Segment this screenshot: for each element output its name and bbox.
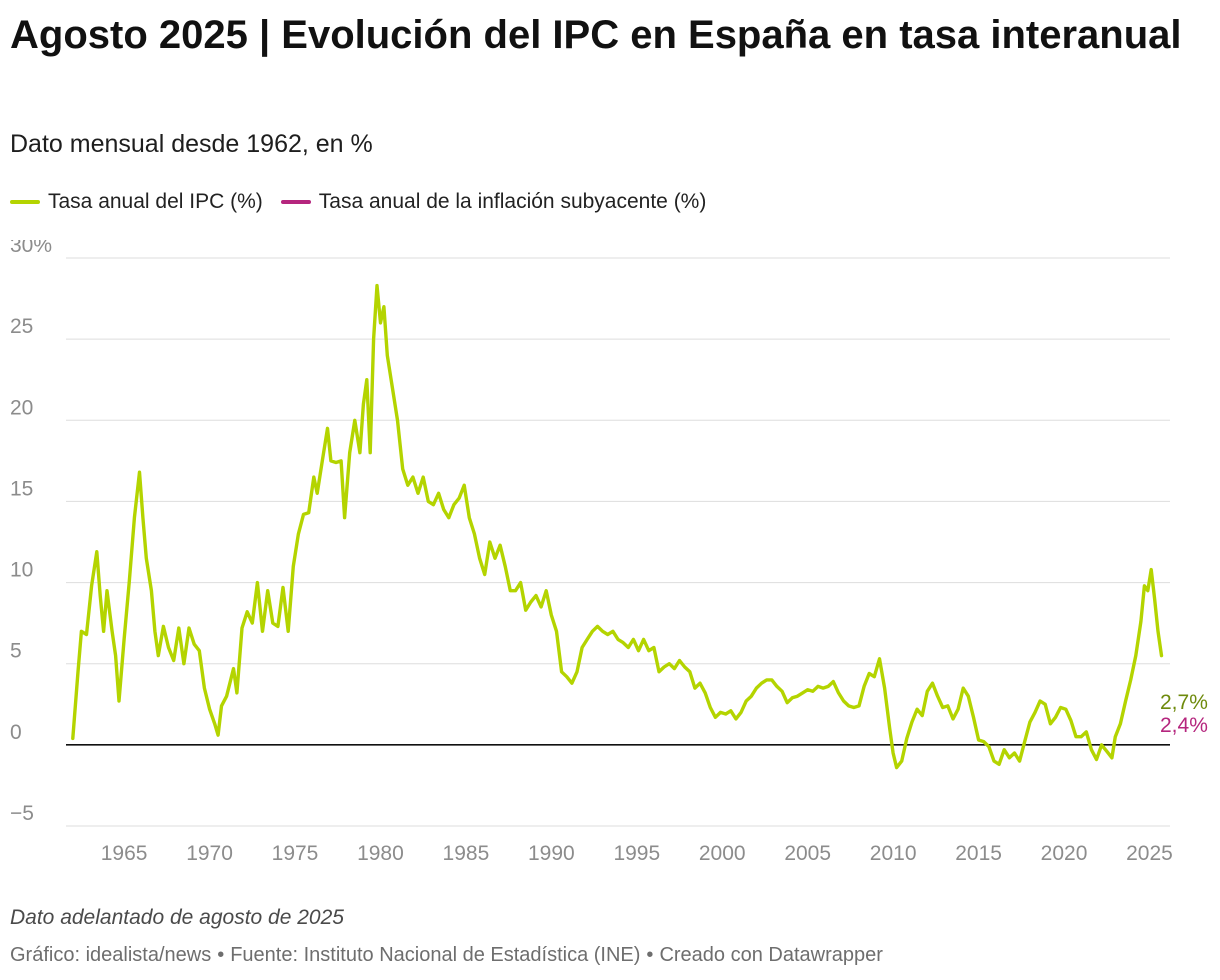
y-tick-label: 30% xyxy=(10,240,52,257)
y-tick-label: 0 xyxy=(10,721,22,744)
y-tick-label: 25 xyxy=(10,315,33,338)
y-tick-label: 15 xyxy=(10,477,33,500)
credit-tool: Creado con Datawrapper xyxy=(659,944,883,966)
x-tick-label: 2015 xyxy=(955,842,1002,865)
legend-swatch-ipc xyxy=(10,200,40,204)
credit-separator: • xyxy=(646,944,654,966)
credits: Gráfico: idealista/news • Fuente: Institut… xyxy=(10,944,883,967)
legend-item-ipc: Tasa anual del IPC (%) xyxy=(10,190,263,214)
credit-source: Fuente: Instituto Nacional de Estadístic… xyxy=(230,944,641,966)
x-tick-label: 1980 xyxy=(357,842,404,865)
y-tick-label: 10 xyxy=(10,559,33,582)
x-tick-label: 1975 xyxy=(272,842,319,865)
x-tick-label: 1965 xyxy=(101,842,148,865)
credit-separator: • xyxy=(217,944,225,966)
x-tick-label: 2020 xyxy=(1041,842,1088,865)
legend-swatch-core xyxy=(280,200,311,204)
y-tick-label: −5 xyxy=(10,802,34,825)
x-tick-label: 2000 xyxy=(699,842,746,865)
y-tick-label: 5 xyxy=(10,640,22,663)
x-tick-label: 1995 xyxy=(613,842,660,865)
y-tick-label: 20 xyxy=(10,396,33,419)
credit-chart: Gráfico: idealista/news xyxy=(10,944,212,966)
series-line-ipc xyxy=(71,283,1164,770)
legend-label-core: Tasa anual de la inflación subyacente (%… xyxy=(318,190,707,213)
end-label-ipc: 2,7% xyxy=(1160,691,1208,714)
end-label-core: 2,4% xyxy=(1160,714,1208,737)
x-tick-label: 2005 xyxy=(784,842,831,865)
x-tick-label: 1985 xyxy=(443,842,490,865)
legend-item-core: Tasa anual de la inflación subyacente (%… xyxy=(280,190,707,214)
legend: Tasa anual del IPC (%) Tasa anual de la … xyxy=(10,190,724,214)
x-tick-label: 2010 xyxy=(870,842,917,865)
legend-label-ipc: Tasa anual del IPC (%) xyxy=(48,190,263,213)
x-tick-label: 1970 xyxy=(186,842,233,865)
x-tick-label: 1990 xyxy=(528,842,575,865)
chart-subtitle: Dato mensual desde 1962, en % xyxy=(10,130,373,158)
footnote: Dato adelantado de agosto de 2025 xyxy=(10,906,344,929)
x-tick-label: 2025 xyxy=(1126,842,1173,865)
chart-title: Agosto 2025 | Evolución del IPC en Españ… xyxy=(10,13,1182,57)
